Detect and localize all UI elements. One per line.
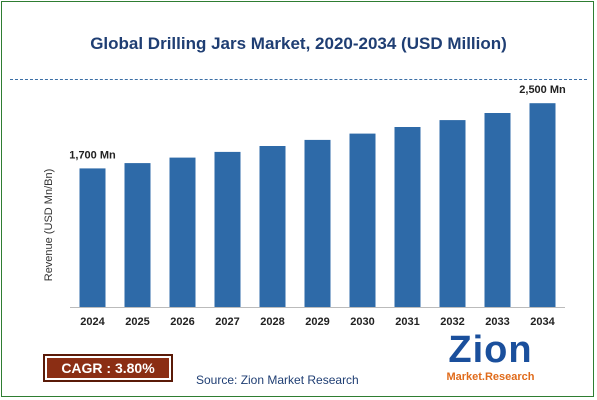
logo-tagline: Market.Research [446, 371, 535, 383]
source-note: Source: Zion Market Research [196, 373, 359, 387]
x-tick-label: 2034 [530, 316, 555, 328]
bar-2033 [484, 113, 511, 307]
bar-2027 [214, 151, 241, 307]
x-tick-label: 2028 [260, 316, 284, 328]
x-tick-label: 2032 [440, 316, 464, 328]
bar-2026 [169, 157, 196, 307]
cagr-badge: CAGR : 3.80% [43, 354, 173, 382]
data-label: 1,700 Mn [69, 149, 116, 161]
bar-2031 [394, 127, 421, 307]
x-tick-label: 2027 [215, 316, 239, 328]
x-tick-label: 2030 [350, 316, 374, 328]
bar-2034 [529, 103, 556, 307]
x-tick-label: 2033 [485, 316, 509, 328]
x-tick-label: 2025 [125, 316, 149, 328]
x-tick-label: 2029 [305, 316, 329, 328]
x-tick-label: 2031 [395, 316, 419, 328]
data-label: 2,500 Mn [519, 84, 566, 96]
zion-logo: Zion Market.Research [433, 329, 548, 390]
chart-title: Global Drilling Jars Market, 2020-2034 (… [90, 34, 507, 53]
logo-wordmark: Zion [448, 329, 533, 371]
bar-2029 [304, 139, 331, 307]
bar-2025 [124, 163, 151, 307]
x-tick-label: 2024 [80, 316, 105, 328]
x-tick-label: 2026 [170, 316, 194, 328]
bar-2024 [79, 168, 106, 307]
bar-2032 [439, 120, 466, 307]
title-divider [10, 79, 587, 80]
bar-2028 [259, 146, 286, 307]
bar-2030 [349, 133, 376, 307]
